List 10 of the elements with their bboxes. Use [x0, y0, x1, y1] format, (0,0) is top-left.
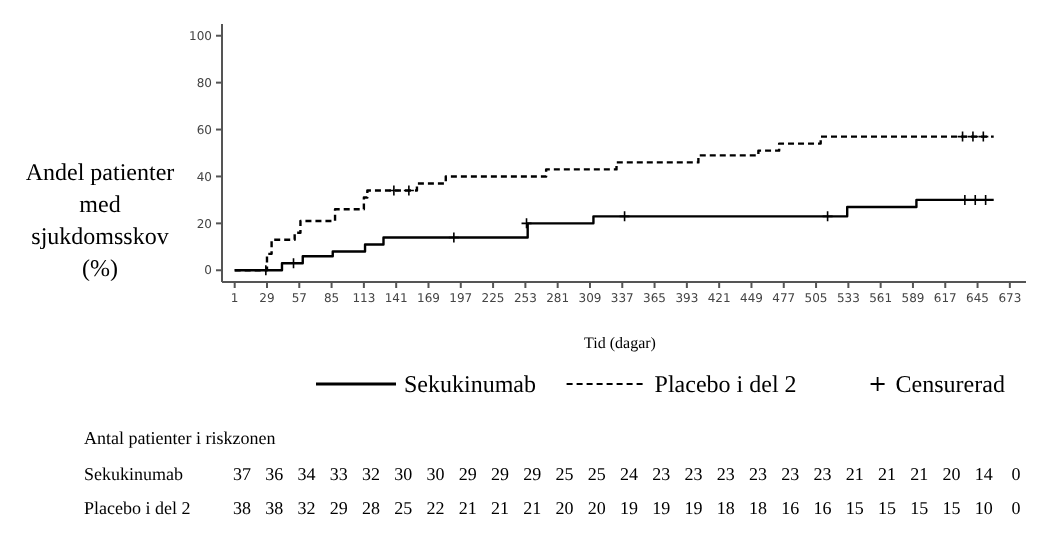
- legend-label: Placebo i del 2: [654, 370, 797, 398]
- text: Placebo i del 2: [84, 498, 191, 518]
- legend-label: Sekukinumab: [404, 370, 536, 398]
- text: 37 36 34 33 32 30 30 29 29 29 25 25 24 23 23 23 23 23 23 21 21 21 20 14 0: [233, 464, 1021, 484]
- text: 38 38 32 29 28 25 22 21 21 21 20 20 19 19 19 18 18 16 16 15 15 15 15 10 0: [233, 498, 1021, 518]
- text: Antal patienter i riskzonen: [84, 428, 277, 448]
- text: Sekukinumab: [84, 464, 184, 484]
- x-axis-title: Tid (dagar): [584, 334, 657, 352]
- y-axis-title: Andel patienter med sjukdomsskov (%): [25, 158, 175, 282]
- legend-label: Censurerad: [895, 370, 1005, 398]
